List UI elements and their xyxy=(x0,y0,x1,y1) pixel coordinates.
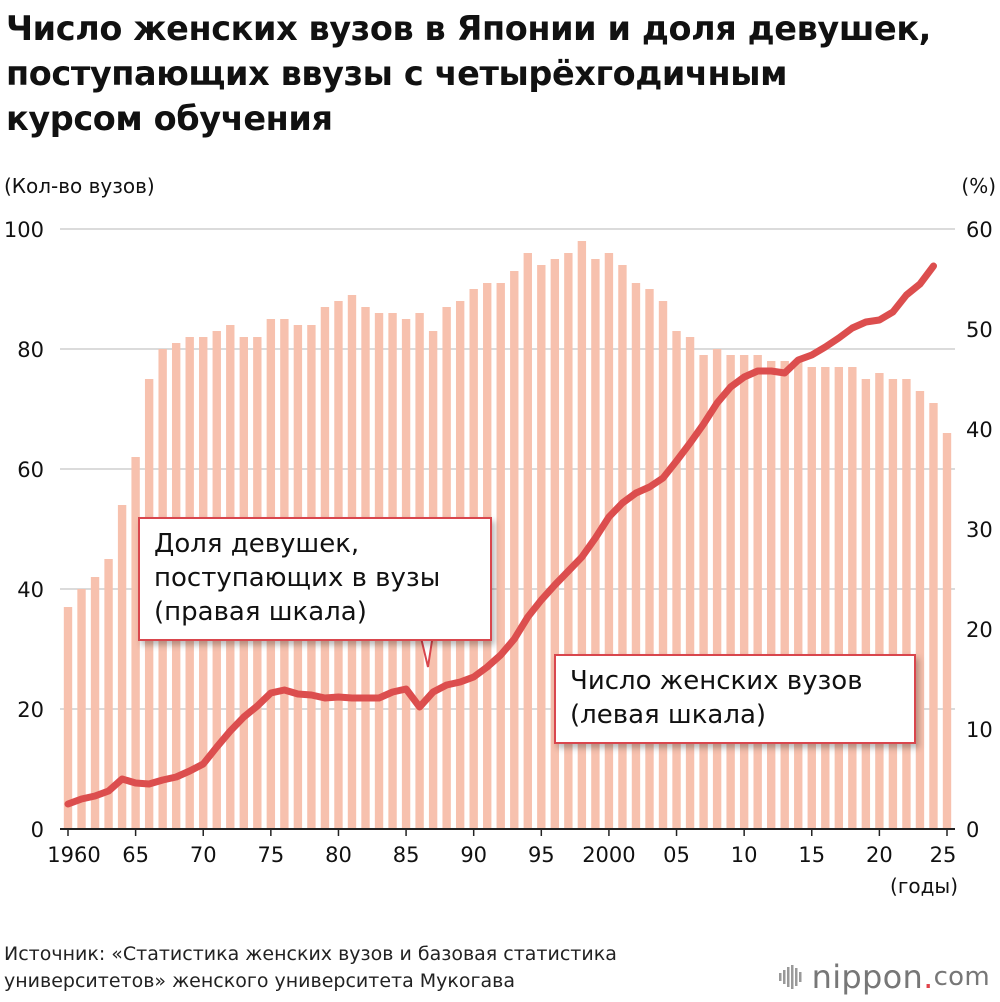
bar xyxy=(577,241,587,829)
bar xyxy=(658,301,668,829)
bar xyxy=(604,253,614,829)
x-tick-label: 2000 xyxy=(582,843,635,867)
bar xyxy=(63,607,73,829)
callout-count-line-1: Число женских вузов xyxy=(570,666,863,696)
left-axis-unit: (Кол-во вузов) xyxy=(4,174,155,198)
x-tick-label: 15 xyxy=(798,843,825,867)
x-tick-label: 05 xyxy=(663,843,690,867)
right-tick-label: 60 xyxy=(966,218,993,242)
nippon-logo-icon xyxy=(778,964,804,990)
right-tick-label: 10 xyxy=(966,718,993,742)
bar xyxy=(77,589,86,829)
chart-title: Число женских вузов в Японии и доля деву… xyxy=(6,6,996,141)
title-line-1: Число женских вузов в Японии и доля деву… xyxy=(6,9,931,48)
bar xyxy=(821,367,830,829)
logo-text: nippon xyxy=(811,958,924,996)
bar xyxy=(104,559,113,829)
bar xyxy=(131,457,140,829)
left-tick-label: 60 xyxy=(17,458,44,482)
bar xyxy=(767,361,776,829)
x-tick-label: 95 xyxy=(528,843,555,867)
bar xyxy=(861,379,871,829)
x-axis-unit: (годы) xyxy=(890,874,958,898)
bar xyxy=(496,283,505,829)
bar xyxy=(631,283,641,829)
x-tick-label: 75 xyxy=(257,843,284,867)
x-tick-label: 70 xyxy=(190,843,217,867)
bar xyxy=(510,271,519,829)
bar xyxy=(523,253,532,829)
bar xyxy=(780,361,789,829)
bar xyxy=(834,367,844,829)
bar xyxy=(929,403,938,829)
right-tick-label: 20 xyxy=(966,618,993,642)
bar xyxy=(699,355,708,829)
right-tick-label: 0 xyxy=(966,818,979,842)
source-line-2: университетов» женского университета Мук… xyxy=(4,970,515,992)
bar xyxy=(739,355,749,829)
right-axis-unit: (%) xyxy=(961,174,996,198)
left-tick-label: 40 xyxy=(17,578,44,602)
bar xyxy=(550,259,560,829)
bar xyxy=(564,253,573,829)
left-tick-label: 80 xyxy=(17,338,44,362)
callout-university-count: Число женских вузов (левая шкала) xyxy=(554,654,916,744)
logo-dot: . xyxy=(923,958,934,996)
source-line-1: Источник: «Статистика женских вузов и ба… xyxy=(4,943,617,965)
bar xyxy=(888,379,898,829)
bar xyxy=(537,265,546,829)
bar xyxy=(875,373,884,829)
bar xyxy=(848,367,857,829)
bar xyxy=(915,391,925,829)
x-tick-label: 25 xyxy=(930,843,957,867)
bar xyxy=(902,379,911,829)
x-tick-label: 20 xyxy=(866,843,893,867)
bar xyxy=(90,577,100,829)
bar xyxy=(117,505,127,829)
nippon-logo[interactable]: nippon. com xyxy=(778,958,990,996)
left-tick-label: 100 xyxy=(4,218,44,242)
bar xyxy=(753,355,762,829)
source-note: Источник: «Статистика женских вузов и ба… xyxy=(4,941,617,995)
x-tick-label: 90 xyxy=(460,843,487,867)
bar xyxy=(794,361,803,829)
bar xyxy=(645,289,654,829)
right-tick-label: 40 xyxy=(966,418,993,442)
left-tick-label: 20 xyxy=(17,698,44,722)
right-tick-label: 30 xyxy=(966,518,993,542)
axes xyxy=(60,828,955,836)
title-line-3: курсом обучения xyxy=(6,99,333,138)
callout-share-line-2: поступающих в вузы xyxy=(154,563,441,593)
left-tick-label: 0 xyxy=(31,818,44,842)
callout-share-line-3: (правая шкала) xyxy=(154,597,367,627)
x-tick-label: 10 xyxy=(731,843,758,867)
line-series xyxy=(64,262,937,808)
bar xyxy=(726,355,735,829)
bar xyxy=(672,331,681,829)
logo-suffix: com xyxy=(933,962,990,992)
bar xyxy=(807,367,816,829)
callout-share-line-1: Доля девушек, xyxy=(154,529,360,559)
x-tick-label: 80 xyxy=(325,843,352,867)
x-tick-label: 65 xyxy=(122,843,149,867)
bar xyxy=(712,349,722,829)
callout-count-line-2: (левая шкала) xyxy=(570,700,767,730)
share-line xyxy=(64,262,937,808)
right-tick-label: 50 xyxy=(966,318,993,342)
bar xyxy=(685,337,695,829)
bar xyxy=(942,433,952,829)
bar xyxy=(618,265,627,829)
title-line-2: поступающих ввузы с четырёхгодичным xyxy=(6,54,788,93)
tick-labels: 0 20 40 60 80 100 0 10 20 30 40 50 60 1960 65 70 75 80 85 9… xyxy=(4,218,993,867)
x-tick-label: 85 xyxy=(393,843,420,867)
x-tick-label: 1960 xyxy=(47,843,100,867)
callout-female-share: Доля девушек, поступающих в вузы (правая… xyxy=(138,517,492,641)
